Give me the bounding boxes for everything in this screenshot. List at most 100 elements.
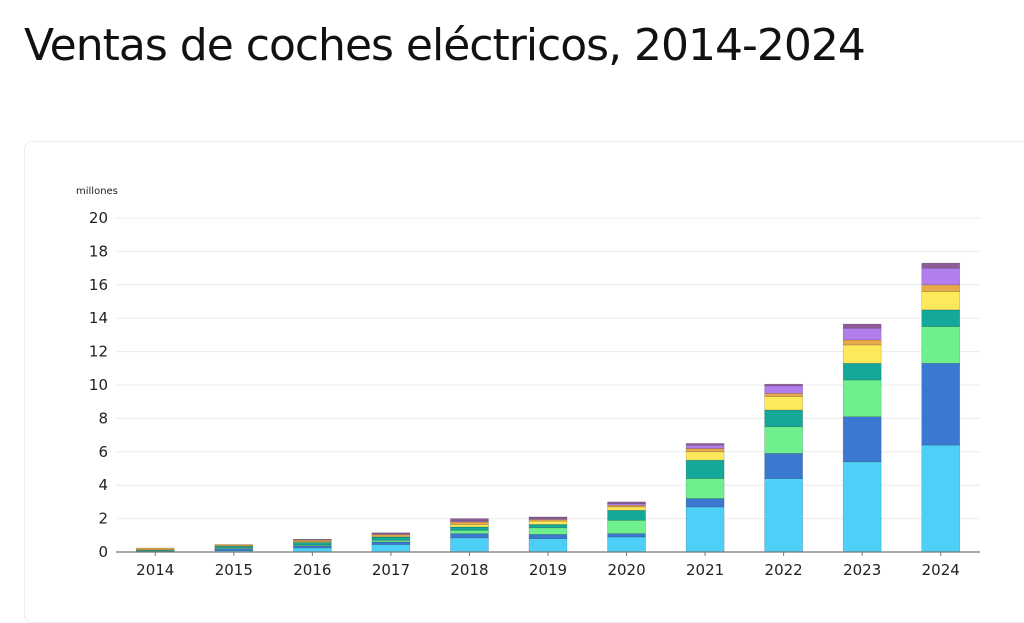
- bar-segment-segment-1: [607, 536, 646, 553]
- bar-segment-segment-3: [764, 426, 803, 454]
- bar-segment-segment-1: [764, 478, 803, 553]
- y-tick-label: 14: [89, 309, 108, 327]
- bar-segment-segment-8: [921, 262, 961, 269]
- x-tick-label: 2015: [215, 561, 253, 579]
- y-tick-label: 8: [98, 409, 108, 427]
- gridlines: [116, 217, 980, 520]
- bar-segment-segment-4: [293, 542, 332, 546]
- bar-segment-segment-2: [842, 416, 882, 463]
- bar-segment-segment-8: [842, 323, 882, 329]
- bar-segment-segment-2: [764, 453, 803, 479]
- bar-segment-segment-4: [685, 459, 725, 479]
- bar-segment-segment-3: [921, 326, 961, 364]
- y-tick-label: 4: [98, 476, 108, 494]
- bar-segment-segment-4: [528, 524, 568, 529]
- y-tick-label: 6: [98, 443, 108, 461]
- bar-stack-2024: [921, 262, 961, 553]
- bar-segment-segment-2: [293, 545, 332, 549]
- x-tick-label: 2014: [136, 561, 174, 579]
- bar-stack-2017: [371, 532, 411, 553]
- y-tick-label: 0: [98, 543, 108, 561]
- bar-segment-segment-4: [607, 509, 646, 521]
- bar-segment-segment-8: [764, 383, 803, 387]
- bar-segment-segment-7: [685, 444, 725, 449]
- x-tick-label: 2024: [922, 561, 960, 579]
- bar-segment-segment-1: [371, 544, 411, 553]
- bar-segment-segment-5: [685, 451, 725, 461]
- x-tick-label: 2018: [450, 561, 488, 579]
- bar-segment-segment-4: [764, 409, 803, 428]
- bar-segment-segment-6: [921, 284, 961, 292]
- x-tick-label: 2023: [843, 561, 881, 579]
- bar-segment-segment-2: [921, 362, 961, 446]
- bar-segment-segment-8: [293, 539, 332, 541]
- bar-segment-segment-8: [607, 501, 646, 504]
- bar-segment-segment-8: [685, 443, 725, 446]
- x-tick-label: 2019: [529, 561, 567, 579]
- bar-segment-segment-4: [450, 526, 489, 531]
- x-tick-label: 2016: [293, 561, 331, 579]
- bar-segment-segment-8: [450, 518, 489, 522]
- bar-segment-segment-3: [450, 529, 489, 534]
- bar-segment-segment-1: [685, 506, 725, 553]
- bar-stack-2021: [685, 443, 725, 553]
- bar-segment-segment-2: [607, 533, 646, 538]
- x-axis-ticks: 2014 2015 2016 2017 2018 2019 2020 2021 2022 2023…: [136, 552, 960, 579]
- bar-segment-segment-8: [371, 532, 411, 534]
- bar-stack-2023: [842, 323, 882, 553]
- bar-stack-2018: [450, 518, 489, 553]
- bar-segment-segment-2: [685, 498, 725, 508]
- y-axis-ticks: 0 2 4 6 8 10 12 14 16 18 20: [89, 209, 108, 561]
- bar-segment-segment-7: [764, 385, 803, 394]
- bar-stack-2015: [214, 544, 254, 553]
- bar-segment-segment-1: [842, 461, 882, 553]
- y-tick-label: 16: [89, 276, 108, 294]
- bar-segment-segment-4: [371, 536, 411, 541]
- x-tick-label: 2017: [372, 561, 410, 579]
- y-tick-label: 2: [98, 510, 108, 528]
- bars: [135, 262, 961, 553]
- bar-segment-segment-5: [528, 520, 568, 525]
- bar-segment-segment-4: [214, 545, 254, 549]
- x-tick-label: 2022: [765, 561, 803, 579]
- bar-segment-segment-4: [842, 362, 882, 381]
- bar-segment-segment-6: [764, 393, 803, 397]
- bar-segment-segment-5: [764, 396, 803, 411]
- bar-segment-segment-5: [607, 506, 646, 511]
- bar-segment-segment-1: [528, 538, 568, 553]
- bar-segment-segment-1: [921, 444, 961, 553]
- y-tick-label: 20: [89, 209, 108, 227]
- bar-segment-segment-7: [921, 267, 961, 286]
- bar-segment-segment-2: [528, 534, 568, 539]
- bar-segment-segment-5: [842, 344, 882, 364]
- chart-title: Ventas de coches eléctricos, 2014-2024: [24, 20, 866, 71]
- y-tick-label: 10: [89, 376, 108, 394]
- bar-segment-segment-5: [921, 291, 961, 311]
- bar-segment-segment-6: [135, 547, 175, 550]
- bar-segment-segment-6: [450, 521, 489, 525]
- bar-segment-segment-3: [842, 379, 882, 418]
- bar-segment-segment-2: [371, 541, 411, 545]
- y-tick-label: 12: [89, 343, 108, 361]
- bar-segment-segment-5: [450, 524, 489, 528]
- y-axis-unit-label: millones: [76, 186, 118, 197]
- bar-segment-segment-3: [528, 527, 568, 535]
- bar-stack-2020: [607, 501, 646, 553]
- x-tick-label: 2020: [607, 561, 645, 579]
- bar-segment-segment-2: [214, 548, 254, 551]
- y-tick-label: 18: [89, 242, 108, 260]
- bar-segment-segment-6: [842, 339, 882, 346]
- bar-segment-segment-3: [607, 519, 646, 534]
- bar-segment-segment-3: [685, 478, 725, 499]
- x-tick-label: 2021: [686, 561, 724, 579]
- bar-segment-segment-4: [921, 309, 961, 327]
- bar-segment-segment-6: [214, 544, 254, 546]
- bar-stack-2019: [528, 516, 568, 553]
- bar-segment-segment-1: [293, 547, 332, 553]
- bar-segment-segment-1: [450, 537, 489, 553]
- bar-stack-2022: [764, 383, 803, 553]
- bar-stack-2016: [293, 539, 332, 553]
- bar-segment-segment-7: [842, 327, 882, 341]
- bar-segment-segment-8: [528, 516, 568, 519]
